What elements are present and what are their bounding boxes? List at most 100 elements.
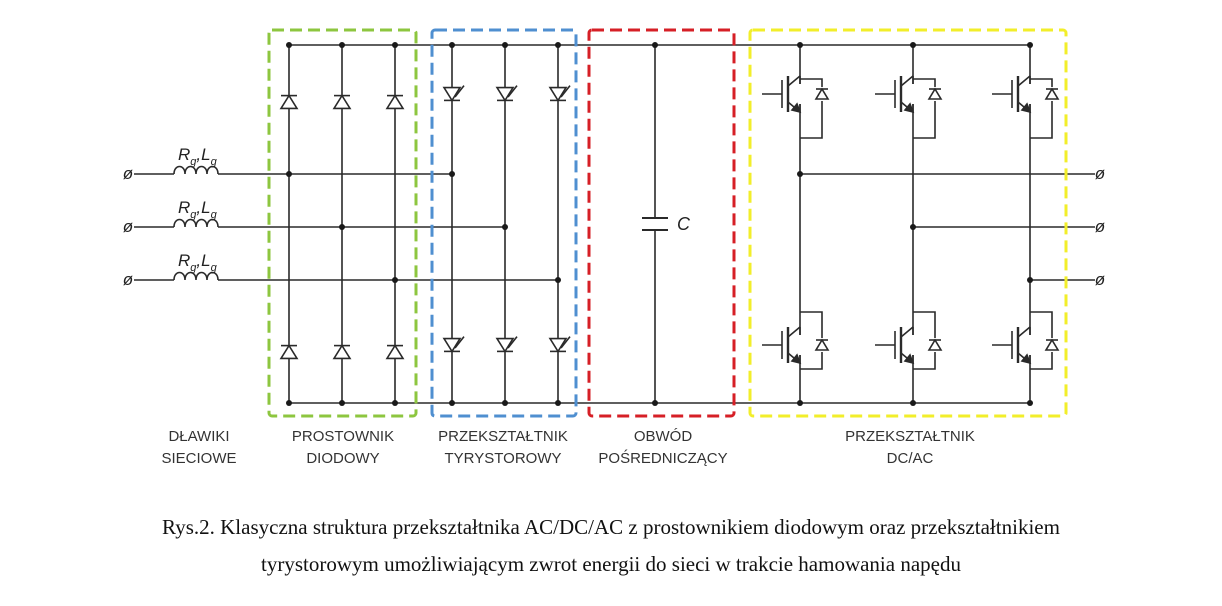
label-diode-rectifier-l2: DIODOWY (306, 450, 380, 467)
diode-triangle (385, 344, 405, 360)
igbt-diode-triangle (814, 87, 830, 100)
capacitor-label: C (677, 214, 691, 234)
igbt-upper-1 (762, 67, 830, 150)
section-boxes (267, 28, 1068, 418)
thyristor-lower-3 (548, 336, 571, 353)
igbt-arrow (903, 102, 915, 114)
igbt-arrow (1020, 102, 1032, 114)
junction-dot (449, 400, 455, 406)
junction-dot (339, 224, 345, 230)
junction-dot (555, 42, 561, 48)
thyristor-gate (454, 85, 465, 98)
wires (134, 44, 1095, 404)
thyristor-upper-3 (548, 85, 571, 102)
thyristor-triangle (495, 86, 515, 102)
junction-dot (555, 277, 561, 283)
junction-dot (910, 224, 916, 230)
label-diode-rectifier: PROSTOWNIK DIODOWY (273, 426, 413, 470)
igbt-diode-triangle (1044, 87, 1060, 100)
junction-dot (502, 400, 508, 406)
terminal-output-1: ø (1095, 164, 1105, 183)
components (173, 67, 1060, 381)
igbt-diode-path-top (913, 311, 936, 338)
junction-dot (339, 400, 345, 406)
label-line-reactors: DŁAWIKI SIECIOWE (149, 426, 249, 470)
igbt-upper-2 (875, 67, 943, 150)
inductor-label-2: Rg,Lg (178, 198, 218, 221)
label-thyristor-converter-l1: PRZEKSZTAŁTNIK (438, 428, 568, 445)
thyristor-upper-1 (442, 85, 465, 102)
diode-upper-3 (385, 94, 405, 110)
diode-lower-1 (279, 344, 299, 360)
igbt-diode-path-top (1030, 78, 1053, 87)
thyristor-gate (507, 336, 518, 349)
label-inverter-l1: PRZEKSZTAŁTNIK (845, 428, 975, 445)
junction-dot (286, 171, 292, 177)
junction-dot (555, 400, 561, 406)
label-dc-link: OBWÓD POŚREDNICZĄCY (588, 426, 738, 470)
thyristor-upper-2 (495, 85, 518, 102)
box-thyristor-converter (430, 28, 578, 418)
junction-dot (910, 400, 916, 406)
caption-line-1: Rys.2. Klasyczna struktura przekształtni… (162, 515, 1060, 539)
igbt-arrow (903, 353, 915, 365)
inductor-label-1: Rg,Lg (178, 145, 218, 168)
igbt-diode-path-top (800, 311, 823, 338)
label-diode-rectifier-l1: PROSTOWNIK (291, 428, 395, 445)
junction-dot (502, 42, 508, 48)
igbt-arrow (790, 353, 802, 365)
terminal-output-3: ø (1095, 270, 1105, 289)
diode-triangle (279, 94, 299, 110)
diode-triangle (279, 344, 299, 360)
thyristor-triangle (442, 86, 462, 102)
thyristor-gate (454, 336, 465, 349)
label-line-reactors-l1: DŁAWIKI (168, 428, 230, 445)
igbt-diode-triangle (927, 338, 943, 351)
thyristor-gate (560, 85, 571, 98)
junction-dot (392, 400, 398, 406)
igbt-diode-path-bottom (800, 101, 823, 139)
caption-line-2: tyrystorowym umożliwiającym zwrot energi… (261, 552, 961, 576)
junction-dot (1027, 42, 1033, 48)
thyristor-lower-1 (442, 336, 465, 353)
junction-dot (1027, 400, 1033, 406)
terminal-input-1: ø (123, 164, 133, 183)
igbt-collector-diag (1017, 326, 1031, 338)
label-thyristor-converter-l2: TYRYSTOROWY (444, 450, 562, 467)
box-diode-rectifier (267, 28, 418, 418)
igbt-arrow (1020, 353, 1032, 365)
igbt-lower-3 (992, 300, 1060, 381)
igbt-diode-path-bottom (1030, 352, 1053, 370)
igbt-diode-path-bottom (913, 352, 936, 370)
junction-dot (1027, 277, 1033, 283)
label-thyristor-converter: PRZEKSZTAŁTNIK TYRYSTOROWY (418, 426, 588, 470)
thyristor-triangle (495, 337, 515, 353)
component-labels: ø Rg,Lg ø Rg,Lg ø Rg,Lg Cø ø ø (123, 145, 1105, 289)
igbt-diode-triangle (814, 338, 830, 351)
igbt-collector-diag (900, 75, 914, 87)
junction-dots (286, 42, 1033, 406)
terminal-input-2: ø (123, 217, 133, 236)
junction-dot (502, 224, 508, 230)
thyristor-gate (560, 336, 571, 349)
inductor-phase-2 (173, 218, 219, 228)
box-inverter (748, 28, 1068, 418)
junction-dot (652, 400, 658, 406)
junction-dot (797, 171, 803, 177)
diode-triangle (385, 94, 405, 110)
igbt-diode-path-bottom (800, 352, 823, 370)
inductor-phase-3 (173, 271, 219, 281)
igbt-diode-path-bottom (1030, 101, 1053, 139)
igbt-lower-1 (762, 300, 830, 381)
inductor-phase-1 (173, 165, 219, 175)
inductor-coil (173, 271, 219, 281)
label-dc-link-l2: POŚREDNICZĄCY (598, 450, 728, 467)
junction-dot (797, 42, 803, 48)
converter-schematic: ø Rg,Lg ø Rg,Lg ø Rg,Lg Cø ø ø (123, 28, 1105, 418)
junction-dot (449, 171, 455, 177)
inductor-coil (173, 218, 219, 228)
igbt-diode-path-bottom (913, 101, 936, 139)
igbt-diode-triangle (927, 87, 943, 100)
junction-dot (392, 277, 398, 283)
junction-dot (286, 400, 292, 406)
